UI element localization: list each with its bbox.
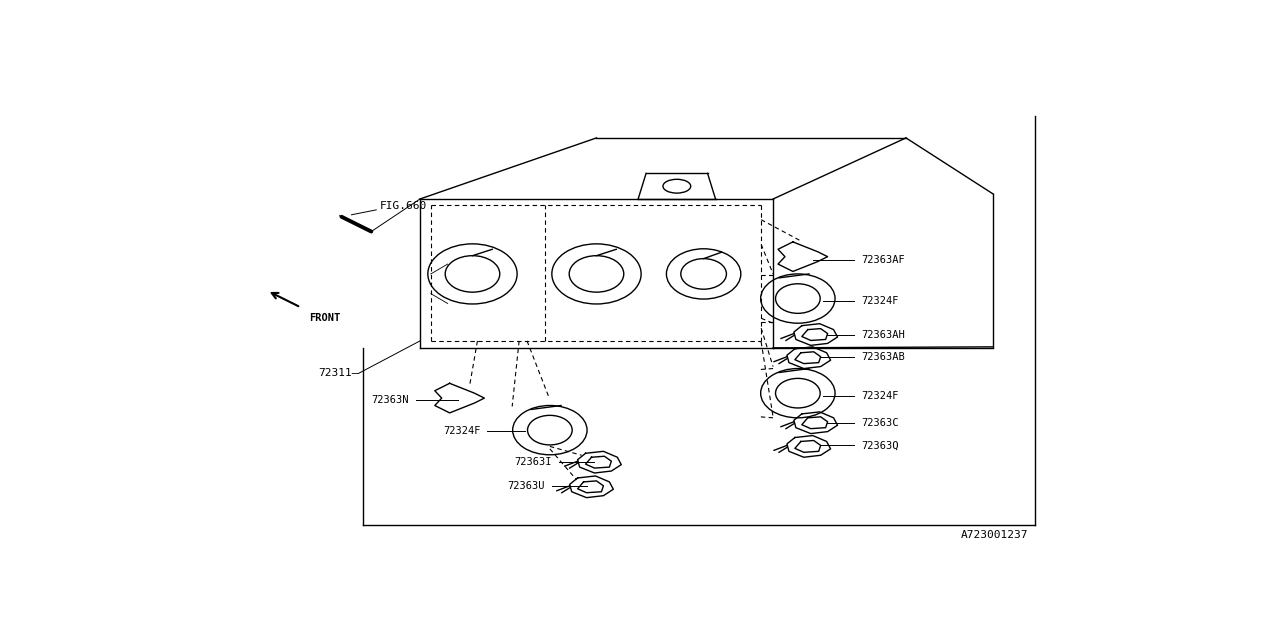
Text: 72324F: 72324F xyxy=(861,391,899,401)
Text: 72363AB: 72363AB xyxy=(861,352,905,362)
Text: 72363AH: 72363AH xyxy=(861,330,905,340)
Text: 72363AF: 72363AF xyxy=(861,255,905,265)
Text: 72363N: 72363N xyxy=(371,395,410,404)
Text: 72363I: 72363I xyxy=(515,457,552,467)
Text: 72363U: 72363U xyxy=(507,481,545,491)
Text: A723001237: A723001237 xyxy=(960,530,1028,540)
Text: FRONT: FRONT xyxy=(308,314,340,323)
Text: FIG.660: FIG.660 xyxy=(380,201,428,211)
Text: 72324F: 72324F xyxy=(443,426,480,436)
Text: 72363Q: 72363Q xyxy=(861,440,899,451)
Text: 72363C: 72363C xyxy=(861,418,899,428)
Text: 72311—: 72311— xyxy=(317,369,358,378)
Text: 72324F: 72324F xyxy=(861,296,899,306)
